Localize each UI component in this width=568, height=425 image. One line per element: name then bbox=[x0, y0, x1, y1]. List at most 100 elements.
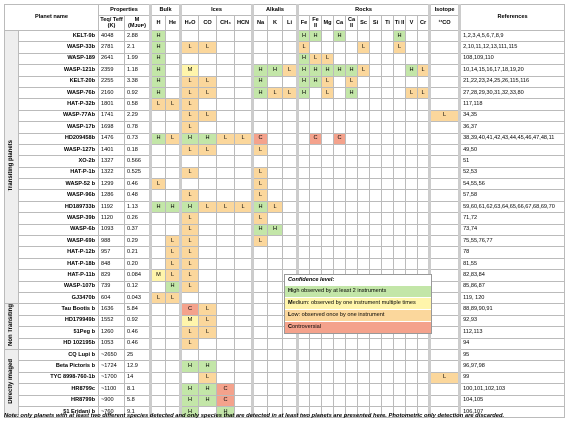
detection-cell bbox=[381, 143, 395, 157]
detection-cell bbox=[216, 371, 236, 385]
teq: ~1724 bbox=[98, 360, 125, 373]
detection-cell bbox=[357, 235, 371, 248]
detection-cell bbox=[405, 121, 419, 134]
detection-cell bbox=[198, 257, 218, 271]
detection-cell bbox=[309, 337, 323, 350]
detection-cell bbox=[381, 371, 395, 385]
planet-name: GJ3470b bbox=[18, 291, 99, 305]
detection-cell bbox=[393, 86, 407, 100]
detection-cell bbox=[149, 257, 167, 271]
detection-cell bbox=[149, 280, 167, 294]
detection-cell bbox=[149, 212, 167, 225]
detection-cell bbox=[321, 383, 335, 396]
detection-cell bbox=[267, 394, 284, 407]
detection-cell: L bbox=[179, 166, 200, 180]
detection-cell bbox=[369, 166, 383, 180]
detection-cell: H bbox=[251, 64, 269, 77]
detection-cell bbox=[149, 109, 167, 123]
mass: 1.99 bbox=[123, 52, 152, 66]
planet-name: Beta Pictoris b bbox=[18, 360, 99, 373]
planet-name: WASP-189 bbox=[18, 52, 99, 66]
detection-cell bbox=[267, 246, 284, 259]
column-header: V bbox=[405, 15, 419, 31]
detection-cell bbox=[267, 280, 284, 294]
references: 27,28,29,30,31,32,33,80 bbox=[458, 86, 566, 100]
detection-cell bbox=[267, 178, 284, 191]
detection-cell bbox=[369, 29, 383, 43]
column-header: M (Mᴊᴜᴘ) bbox=[123, 15, 152, 31]
references: 81,55 bbox=[458, 257, 566, 271]
detection-cell bbox=[345, 235, 359, 248]
mass: 8.1 bbox=[123, 383, 152, 396]
legend-item: High observed by at least 2 instruments bbox=[285, 285, 431, 297]
planet-row: TYC 8998-760-1b ~1700 14 L L 99 bbox=[5, 371, 566, 385]
detection-cell bbox=[267, 109, 284, 123]
detection-cell bbox=[393, 155, 407, 168]
detection-cell: M bbox=[179, 64, 200, 77]
detection-cell bbox=[282, 132, 299, 145]
detection-cell bbox=[216, 155, 236, 168]
detection-cell bbox=[357, 75, 371, 88]
references: 96,97,98 bbox=[458, 360, 566, 373]
references: 99 bbox=[458, 371, 566, 385]
column-header: Ca bbox=[333, 15, 347, 31]
detection-cell: M bbox=[179, 314, 200, 328]
detection-cell bbox=[309, 166, 323, 180]
detection-cell bbox=[149, 166, 167, 180]
detection-cell: H bbox=[345, 86, 359, 100]
detection-cell: L bbox=[198, 371, 218, 385]
detection-cell: H bbox=[296, 29, 311, 43]
detection-cell bbox=[251, 98, 269, 111]
detection-cell bbox=[381, 121, 395, 134]
detection-cell bbox=[381, 86, 395, 100]
detection-cell bbox=[357, 257, 371, 271]
detection-cell: H bbox=[296, 75, 311, 88]
detection-cell bbox=[234, 41, 254, 54]
detection-cell: L bbox=[179, 75, 200, 88]
detection-cell: L bbox=[179, 223, 200, 237]
detection-cell bbox=[381, 235, 395, 248]
detection-cell bbox=[165, 223, 182, 237]
detection-cell: L bbox=[165, 257, 182, 271]
mass: 3.38 bbox=[123, 75, 152, 88]
detection-cell bbox=[357, 394, 371, 407]
detection-cell bbox=[234, 64, 254, 77]
references: 117,118 bbox=[458, 98, 566, 111]
references: 36,37 bbox=[458, 121, 566, 134]
detection-cell bbox=[309, 41, 323, 54]
detection-cell: L bbox=[282, 64, 299, 77]
detection-cell bbox=[393, 178, 407, 191]
detection-cell bbox=[393, 109, 407, 123]
detection-cell bbox=[179, 371, 200, 385]
mass: 0.26 bbox=[123, 212, 152, 225]
detection-cell bbox=[405, 166, 419, 180]
group-label: Transiting planets bbox=[4, 29, 19, 305]
detection-cell bbox=[417, 235, 431, 248]
planet-row: HR8799b ~900 5.8 H H C 104,105 bbox=[5, 394, 566, 407]
detection-cell bbox=[198, 189, 218, 202]
detection-cell bbox=[345, 223, 359, 237]
detection-cell bbox=[369, 257, 383, 271]
detection-cell bbox=[333, 360, 347, 373]
planet-row: WASP-127b 1401 0.18 L L L 49,50 bbox=[5, 143, 566, 157]
detection-cell bbox=[357, 98, 371, 111]
references: 51 bbox=[458, 155, 566, 168]
detection-cell bbox=[405, 257, 419, 271]
group-header: Ices bbox=[179, 4, 254, 16]
detection-cell bbox=[267, 29, 284, 43]
planet-row: Beta Pictoris b ~1724 12.9 H H 96,97,98 bbox=[5, 360, 566, 373]
detection-cell bbox=[216, 246, 236, 259]
detection-cell: H bbox=[405, 64, 419, 77]
planet-name: WASP-33b bbox=[18, 41, 99, 54]
mass: 0.29 bbox=[123, 235, 152, 248]
detection-cell: L bbox=[179, 280, 200, 294]
detection-cell bbox=[369, 212, 383, 225]
teq: 1636 bbox=[98, 303, 125, 316]
teq: 1093 bbox=[98, 223, 125, 237]
detection-cell: H bbox=[251, 86, 269, 100]
detection-cell bbox=[296, 189, 311, 202]
detection-cell bbox=[198, 212, 218, 225]
detection-cell bbox=[216, 223, 236, 237]
detection-cell bbox=[357, 143, 371, 157]
detection-cell bbox=[333, 371, 347, 385]
